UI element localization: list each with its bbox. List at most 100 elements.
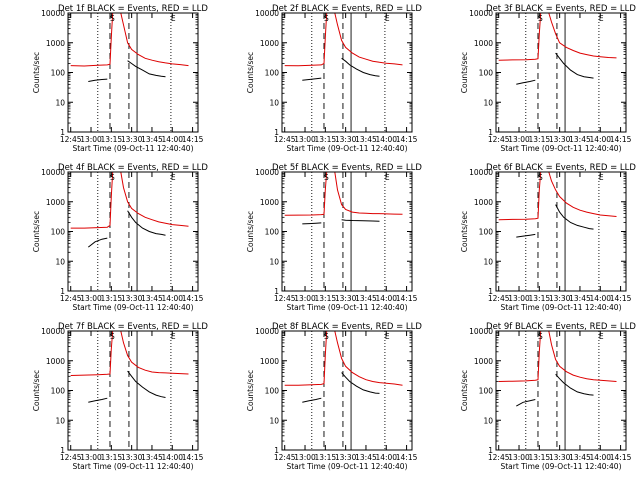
series-line xyxy=(498,171,617,221)
plot-frame xyxy=(67,330,199,451)
x-tick-label: 13:00 xyxy=(294,453,316,462)
series-line xyxy=(555,52,594,79)
plot-frame xyxy=(67,171,199,292)
x-tick-label: 14:15 xyxy=(182,135,204,144)
x-tick-label: 12:45 xyxy=(274,294,296,303)
x-axis-label: Start Time (09-Oct-11 12:40:40) xyxy=(500,462,621,471)
series-line xyxy=(88,397,108,403)
y-tick-label: 1 xyxy=(274,446,279,455)
y-tick-label: 10 xyxy=(483,98,493,107)
chart-title: Det 1f BLACK = Events, RED = LLD xyxy=(58,4,208,14)
x-tick-label: 12:45 xyxy=(488,294,510,303)
y-tick-label: 1000 xyxy=(46,357,65,366)
y-tick-label: 10 xyxy=(55,257,65,266)
y-axis-label: Counts/sec xyxy=(460,211,469,252)
x-tick-label: 13:00 xyxy=(80,294,102,303)
x-tick-label: 12:45 xyxy=(60,135,82,144)
x-axis-label: Start Time (09-Oct-11 12:40:40) xyxy=(286,462,407,471)
series-line xyxy=(70,12,189,67)
x-tick-label: 14:00 xyxy=(589,453,611,462)
x-tick-label: 13:45 xyxy=(141,294,163,303)
event-marker: E xyxy=(385,332,390,341)
event-marker: S xyxy=(538,173,543,182)
x-axis-label: Start Time (09-Oct-11 12:40:40) xyxy=(500,303,621,312)
y-tick-label: 100 xyxy=(51,228,66,237)
x-tick-label: 14:00 xyxy=(375,453,397,462)
y-tick-label: 10 xyxy=(269,98,279,107)
series-line xyxy=(498,12,617,61)
chart-title: Det 4f BLACK = Events, RED = LLD xyxy=(58,163,208,173)
y-tick-label: 1000 xyxy=(474,198,493,207)
event-marker: E xyxy=(171,332,176,341)
x-tick-label: 14:00 xyxy=(161,294,183,303)
x-tick-label: 13:15 xyxy=(315,135,337,144)
y-tick-label: 100 xyxy=(51,69,66,78)
y-tick-label: 10 xyxy=(55,416,65,425)
x-axis-label: Start Time (09-Oct-11 12:40:40) xyxy=(286,144,407,153)
event-marker: S xyxy=(110,173,115,182)
y-tick-label: 1 xyxy=(60,128,65,137)
y-tick-label: 1 xyxy=(488,287,493,296)
panels: Det 1f BLACK = Events, RED = LLD S E 1 10 100… xyxy=(32,4,636,471)
x-tick-label: 13:15 xyxy=(529,135,551,144)
x-tick-label: 13:45 xyxy=(355,294,377,303)
x-tick-label: 14:00 xyxy=(161,453,183,462)
event-marker: E xyxy=(599,332,604,341)
chart-title: Det 3f BLACK = Events, RED = LLD xyxy=(486,4,636,14)
series-line xyxy=(284,12,403,67)
y-axis-label: Counts/sec xyxy=(460,370,469,411)
y-tick-label: 100 xyxy=(479,69,494,78)
x-tick-label: 13:15 xyxy=(529,294,551,303)
x-tick-label: 13:45 xyxy=(141,135,163,144)
event-marker: S xyxy=(324,14,329,23)
x-tick-label: 13:00 xyxy=(508,453,530,462)
x-axis-label: Start Time (09-Oct-11 12:40:40) xyxy=(72,462,193,471)
event-marker: E xyxy=(385,173,390,182)
x-tick-label: 13:00 xyxy=(508,135,530,144)
y-tick-label: 10000 xyxy=(41,168,65,177)
series-line xyxy=(284,330,403,386)
event-marker: S xyxy=(538,14,543,23)
y-axis-label: Counts/sec xyxy=(246,211,255,252)
chart-title: Det 9f BLACK = Events, RED = LLD xyxy=(486,322,636,332)
y-axis-label: Counts/sec xyxy=(246,52,255,93)
y-tick-label: 10 xyxy=(483,257,493,266)
series-line xyxy=(341,219,380,222)
y-tick-label: 1000 xyxy=(46,39,65,48)
y-tick-label: 1000 xyxy=(260,198,279,207)
x-tick-label: 13:45 xyxy=(569,453,591,462)
y-tick-label: 10000 xyxy=(469,327,493,336)
y-tick-label: 10000 xyxy=(255,327,279,336)
series-line xyxy=(127,60,166,78)
plot-frame xyxy=(281,12,413,133)
x-tick-label: 13:45 xyxy=(569,135,591,144)
x-axis-label: Start Time (09-Oct-11 12:40:40) xyxy=(72,303,193,312)
plot-frame xyxy=(495,330,627,451)
x-tick-label: 13:15 xyxy=(101,294,123,303)
plot-frame xyxy=(495,171,627,292)
y-tick-label: 10 xyxy=(55,98,65,107)
y-tick-label: 1 xyxy=(60,287,65,296)
y-tick-label: 1000 xyxy=(474,357,493,366)
x-tick-label: 13:15 xyxy=(529,453,551,462)
x-tick-label: 14:15 xyxy=(610,135,632,144)
y-tick-label: 10000 xyxy=(469,168,493,177)
y-tick-label: 100 xyxy=(265,69,280,78)
y-tick-label: 10 xyxy=(269,257,279,266)
x-tick-label: 13:00 xyxy=(80,135,102,144)
chart-title: Det 6f BLACK = Events, RED = LLD xyxy=(486,163,636,173)
series-line xyxy=(302,222,322,225)
event-marker: E xyxy=(599,173,604,182)
event-marker: S xyxy=(110,332,115,341)
x-tick-label: 14:15 xyxy=(396,453,418,462)
series-line xyxy=(555,373,594,396)
x-tick-label: 13:45 xyxy=(141,453,163,462)
y-tick-label: 10000 xyxy=(41,9,65,18)
event-marker: E xyxy=(171,173,176,182)
